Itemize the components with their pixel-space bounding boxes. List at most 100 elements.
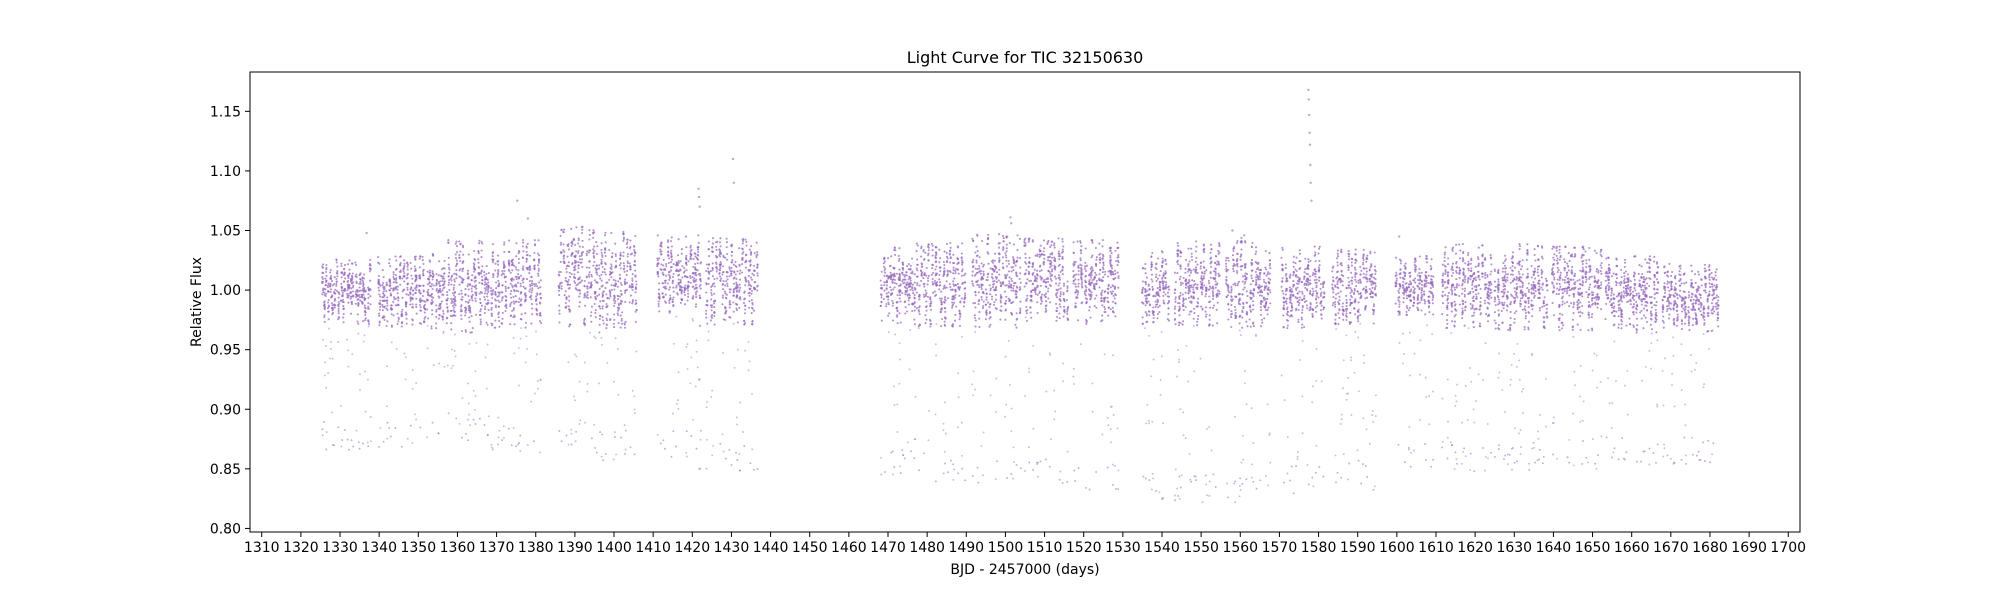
flux-point (971, 261, 974, 264)
flux-point (944, 462, 947, 465)
flux-point (1007, 286, 1010, 289)
flux-point (367, 325, 370, 328)
flux-point (958, 324, 962, 327)
flux-point (405, 322, 408, 325)
flux-point (1166, 302, 1169, 305)
flux-point (460, 298, 463, 301)
flux-point (342, 305, 345, 308)
flux-point (337, 305, 340, 308)
flux-point (1167, 285, 1170, 288)
flux-point (1063, 305, 1066, 308)
flux-point (749, 276, 753, 279)
flux-point (1005, 295, 1008, 298)
flux-point (1165, 281, 1168, 284)
flux-point (995, 271, 999, 274)
flux-point (743, 323, 746, 326)
flux-point (623, 424, 626, 427)
flux-point (613, 296, 616, 299)
flux-point (1156, 301, 1159, 304)
flux-point (988, 312, 991, 315)
flux-point (1109, 254, 1112, 257)
flux-point (635, 308, 638, 311)
flux-point (592, 229, 595, 232)
flux-point (880, 473, 883, 476)
flux-point (609, 292, 612, 295)
flux-point (338, 316, 341, 319)
flux-point (927, 252, 930, 255)
flux-point (1200, 283, 1204, 287)
flux-point (1043, 257, 1046, 260)
flux-point (411, 318, 414, 321)
flux-point (321, 289, 325, 292)
flux-point (750, 285, 753, 288)
flux-point (601, 292, 604, 295)
flux-point (998, 257, 1001, 260)
flux-point (913, 293, 916, 297)
flux-point (1002, 237, 1005, 240)
flux-point (427, 317, 430, 320)
flux-point (713, 311, 716, 314)
flux-point (957, 372, 959, 375)
flux-point (409, 424, 412, 427)
flux-point (348, 448, 350, 451)
flux-point (719, 442, 722, 445)
flux-point (1086, 264, 1089, 267)
flux-point (1007, 339, 1010, 342)
flux-point (335, 261, 338, 264)
flux-point (1201, 308, 1204, 311)
flux-point (699, 296, 702, 299)
flux-point (954, 288, 957, 291)
flux-point (577, 242, 580, 245)
flux-point (453, 290, 457, 294)
flux-point (418, 266, 421, 269)
flux-point (490, 308, 493, 311)
flux-point (1098, 242, 1101, 245)
flux-point (626, 261, 629, 265)
flux-point (602, 290, 605, 293)
flux-point (987, 252, 990, 255)
flux-point (998, 246, 1001, 249)
flux-point (601, 343, 603, 346)
flux-point (342, 274, 345, 277)
flux-point (1080, 252, 1083, 255)
flux-point (619, 301, 622, 304)
flux-point (631, 389, 634, 392)
flux-point (893, 273, 896, 276)
flux-point (442, 287, 445, 290)
flux-point (1160, 355, 1163, 358)
flux-point (601, 265, 604, 268)
flux-point (1150, 261, 1153, 264)
flux-point (695, 290, 699, 293)
flux-point (1015, 463, 1018, 466)
flux-point (578, 288, 581, 291)
flux-point (580, 279, 584, 282)
flux-point (1034, 291, 1037, 294)
flux-point (975, 245, 978, 248)
flux-point (467, 294, 470, 298)
flux-point (399, 277, 402, 280)
flux-point (658, 257, 661, 260)
flux-point (573, 353, 576, 356)
flux-point (340, 289, 343, 292)
flux-point (1024, 237, 1027, 240)
flux-point (532, 283, 536, 286)
flux-point (1176, 487, 1179, 490)
flux-point (1024, 395, 1027, 398)
flux-point (1012, 477, 1014, 480)
flux-point (906, 281, 909, 284)
data-segment (1141, 250, 1171, 501)
flux-point (1026, 278, 1029, 281)
flux-point (562, 243, 565, 246)
flux-point (504, 287, 507, 290)
flux-point (943, 298, 946, 301)
flux-point (1042, 239, 1046, 242)
flux-point (435, 308, 438, 311)
flux-point (570, 432, 573, 435)
flux-point (938, 266, 941, 269)
flux-point (998, 260, 1001, 263)
flux-point (331, 284, 335, 287)
flux-point (692, 319, 695, 322)
flux-point (615, 453, 618, 456)
flux-point (1107, 314, 1110, 317)
flux-point (736, 459, 739, 462)
